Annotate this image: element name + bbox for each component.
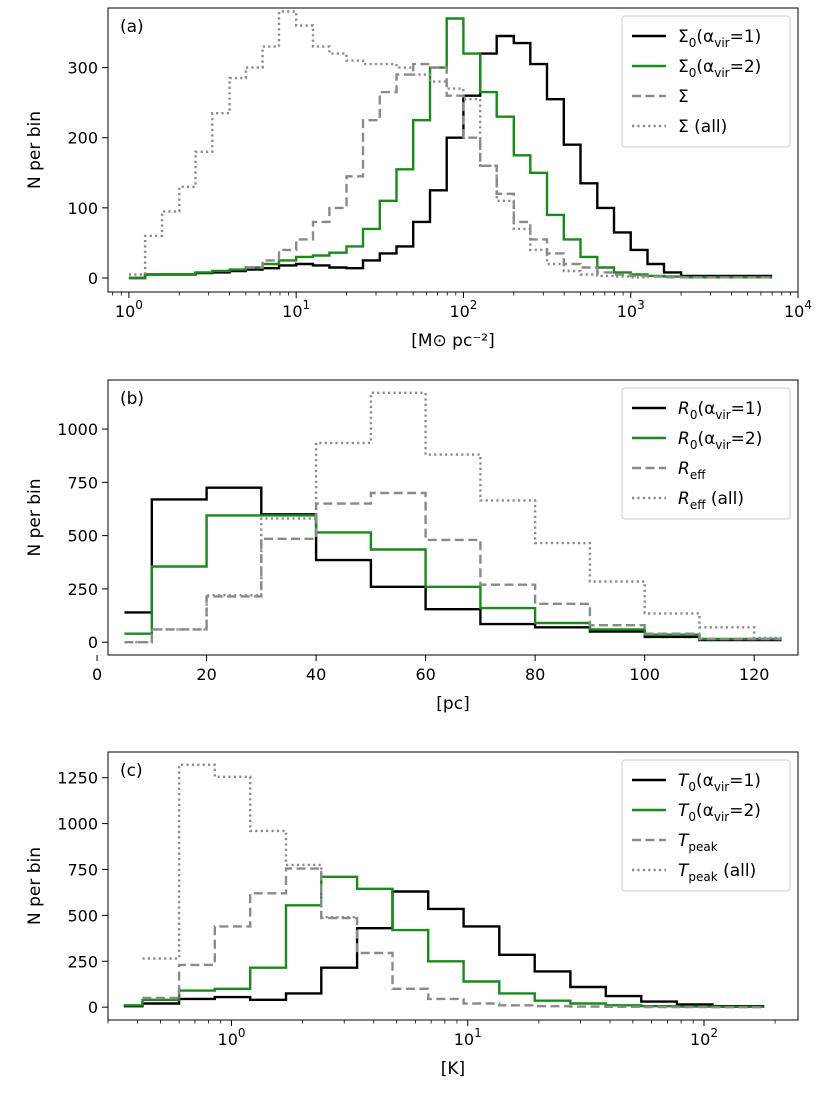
x-tick-label: 104 [784, 298, 812, 321]
series-line-3 [142, 867, 765, 1009]
plot-area [128, 10, 773, 280]
series-line-3 [124, 491, 782, 644]
legend-entry-2: Σ0(αvir=2) [678, 57, 761, 80]
axes-frame [107, 379, 799, 656]
legend-box [621, 759, 791, 892]
chart-panel-2: 0 20 40 60 80 100 120 0 250 500 750 1000 [pc] N per b… [25, 379, 799, 714]
x-tick-label: 100 [629, 665, 660, 684]
x-tick-label: 102 [449, 298, 477, 321]
x-axis-label: [pc] [436, 694, 469, 714]
series-line-3 [245, 62, 773, 279]
legend-entry-4: Tpeak (all) [678, 861, 756, 884]
series-line-2 [123, 875, 765, 1008]
series-line-1 [123, 890, 765, 1008]
legend-entry-4: Σ (all) [678, 117, 727, 137]
y-tick-label: 300 [67, 59, 98, 78]
y-tick-label: 0 [88, 269, 98, 288]
x-tick-label: 0 [92, 665, 102, 684]
x-tick-label: 100 [115, 298, 143, 321]
y-tick-label: 500 [67, 906, 98, 925]
plot-area [123, 763, 765, 1009]
x-tick-label: 101 [282, 298, 310, 321]
legend: Σ0(αvir=1) Σ0(αvir=2) Σ Σ (all) [621, 15, 791, 148]
x-tick-label: 100 [218, 1026, 246, 1049]
x-tick-label: 102 [690, 1026, 718, 1049]
series-line-1 [128, 34, 773, 280]
series-line-2 [124, 514, 782, 641]
y-tick-label: 750 [67, 860, 98, 879]
legend-entry-3: Σ [678, 87, 689, 107]
legend-entry-2: T0(αvir=2) [678, 801, 761, 824]
x-tick-label: 20 [196, 665, 216, 684]
y-tick-label: 250 [67, 952, 98, 971]
legend-box [621, 387, 791, 520]
series-line-4 [128, 10, 648, 279]
legend-entry-3: Tpeak [678, 831, 718, 854]
legend-entry-4: Reff (all) [678, 489, 744, 512]
axes-frame [107, 751, 799, 1021]
legend: T0(αvir=1) T0(αvir=2) Tpeak Tpeak (all) [621, 759, 791, 892]
y-tick-label: 100 [67, 199, 98, 218]
plot-area [124, 391, 782, 644]
legend-entry-1: R0(αvir=1) [678, 399, 762, 422]
x-tick-label: 80 [525, 665, 545, 684]
legend-entry-2: R0(αvir=2) [678, 429, 762, 452]
legend-entry-1: Σ0(αvir=1) [678, 27, 761, 50]
y-tick-label: 750 [67, 473, 98, 492]
y-axis-label: N per bin [25, 478, 45, 556]
x-axis-label: [M⊙ pc⁻²] [411, 331, 495, 351]
y-axis-label: N per bin [25, 111, 45, 189]
x-tick-label: 60 [415, 665, 435, 684]
axes-frame [107, 7, 799, 293]
x-axis-label: [K] [441, 1059, 465, 1079]
chart-panel-3: 100 101 102 0 250 500 750 1000 1250 [K] N per bin (… [25, 751, 799, 1079]
y-tick-label: 1000 [57, 420, 98, 439]
legend-box [621, 15, 791, 148]
legend-entry-1: T0(αvir=1) [678, 771, 761, 794]
y-tick-label: 500 [67, 527, 98, 546]
y-tick-label: 1250 [57, 769, 98, 788]
legend: R0(αvir=1) R0(αvir=2) Reff Reff (all) [621, 387, 791, 520]
x-tick-label: 101 [454, 1026, 482, 1049]
panel-label: (c) [120, 761, 143, 781]
legend-entry-3: Reff [678, 459, 706, 482]
y-tick-label: 1000 [57, 815, 98, 834]
y-tick-label: 0 [88, 998, 98, 1017]
series-line-4 [142, 763, 358, 960]
y-tick-label: 200 [67, 129, 98, 148]
panel-label: (a) [120, 17, 144, 37]
x-tick-label: 40 [306, 665, 326, 684]
panel-label: (b) [120, 389, 144, 409]
y-tick-label: 250 [67, 580, 98, 599]
x-tick-label: 120 [739, 665, 770, 684]
y-axis-label: N per bin [25, 847, 45, 925]
y-tick-label: 0 [88, 633, 98, 652]
chart-panel-1: 100 101 102 103 104 0 100 200 300 [M⊙ pc⁻²] N per … [25, 7, 812, 351]
x-tick-label: 103 [617, 298, 645, 321]
